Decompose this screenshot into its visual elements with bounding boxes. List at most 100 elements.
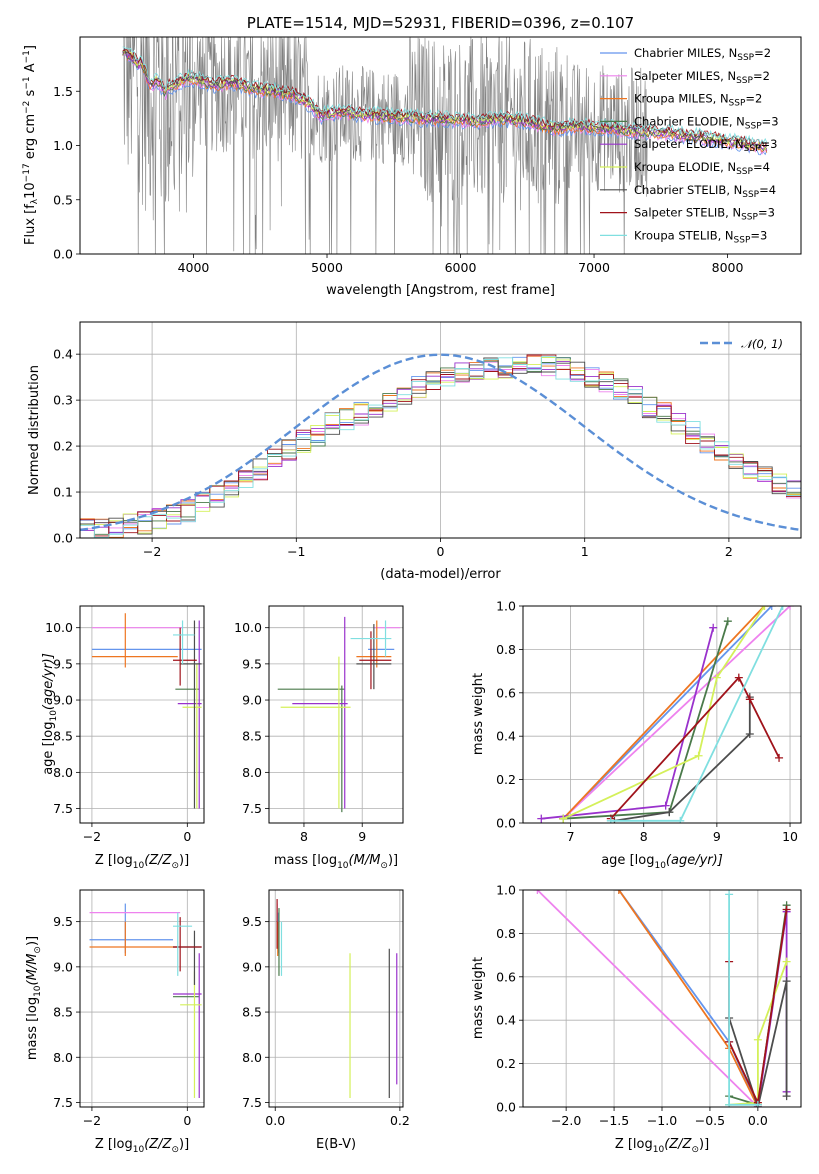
- weight-marker-salpeter_elodie: [537, 814, 546, 823]
- y-tick-label: 0.2: [53, 439, 73, 454]
- data-spectrum: [123, 37, 648, 254]
- x-tick-label: 0.0: [748, 1113, 768, 1128]
- legend-label: Salpeter ELODIE, NSSP=3: [634, 137, 777, 154]
- legend-label: Kroupa ELODIE, NSSP=4: [634, 160, 770, 177]
- x-axis-label: Z [log10(Z/Z⊙)]: [95, 853, 189, 871]
- legend-label: Chabrier MILES, NSSP=2: [634, 46, 771, 63]
- legend-sub: SSP: [741, 213, 758, 223]
- y-tick-label: 9.5: [53, 914, 73, 929]
- weight-marker-chabrier_stelib: [745, 730, 754, 739]
- hist-salpeter_elodie: [80, 360, 801, 538]
- legend-name: Kroupa ELODIE, N: [634, 160, 736, 174]
- y-tick-label: 8.5: [53, 729, 73, 744]
- legend-sub: SSP: [734, 235, 751, 245]
- x-tick-label: 7: [567, 829, 575, 844]
- sup: −1: [22, 76, 32, 89]
- weight-marker-kroupa_stelib: [725, 890, 734, 899]
- label-part: mass [log: [25, 997, 40, 1060]
- label-part: )]: [699, 1137, 709, 1152]
- script: 10: [133, 1145, 145, 1155]
- y-tick-label: 9.0: [242, 693, 262, 708]
- plot-area: [122, 37, 768, 254]
- weight-marker-chabrier_stelib: [782, 1092, 791, 1101]
- model-line-chabrier_stelib: [122, 47, 768, 149]
- y-axis-label: Normed distribution: [27, 365, 42, 495]
- plot-area: [537, 606, 795, 823]
- x-tick-label: 0.0: [265, 1113, 285, 1128]
- legend-label: Chabrier STELIB, NSSP=4: [634, 183, 776, 200]
- model-line-kroupa_stelib: [122, 46, 768, 145]
- label-part: (Z/Z: [144, 853, 172, 868]
- y-tick-label: 8.0: [242, 765, 262, 780]
- script: ⊙: [171, 861, 179, 871]
- x-tick-label: −0.5: [695, 1113, 725, 1128]
- legend-sub: SSP: [737, 53, 754, 63]
- y-tick-label: 8.5: [242, 1005, 262, 1020]
- x-tick-label: 6000: [445, 260, 477, 275]
- weight-marker-chabrier_stelib: [665, 808, 674, 817]
- y-tick-label: 8.0: [53, 1050, 73, 1065]
- plot-area: [80, 353, 801, 538]
- y-tick-label: 9.5: [242, 656, 262, 671]
- legend-tail: =3: [762, 114, 779, 128]
- weight-marker-kroupa_stelib: [725, 1100, 734, 1107]
- legend-tail: =3: [750, 228, 767, 242]
- y-tick-label: 0.5: [53, 192, 73, 207]
- legend-name: Chabrier MILES, N: [634, 46, 737, 60]
- legend-sub: SSP: [736, 167, 753, 177]
- label-part: Z [log: [615, 1137, 653, 1152]
- chart-title: PLATE=1514, MJD=52931, FIBERID=0396, z=0…: [247, 14, 634, 32]
- script: 10: [49, 710, 59, 722]
- x-axis-label: E(B-V): [316, 1137, 356, 1152]
- y-tick-label: 9.5: [242, 914, 262, 929]
- legend-tail: =3: [761, 137, 778, 151]
- legend-name: Salpeter STELIB, N: [634, 206, 741, 220]
- legend-label: Salpeter MILES, NSSP=2: [634, 69, 770, 86]
- script: λ: [30, 198, 40, 204]
- weight-line-kroupa_elodie: [562, 606, 766, 820]
- weight-marker-salpeter_stelib: [775, 753, 784, 762]
- label-part: ]: [23, 45, 38, 50]
- x-tick-label: −1: [287, 544, 305, 559]
- weight-line-chabrier_stelib: [728, 980, 788, 1107]
- y-tick-label: 0.1: [53, 485, 73, 500]
- x-tick-label: 8: [640, 829, 648, 844]
- plot-area: [277, 616, 401, 813]
- y-tick-label: 0.8: [496, 926, 516, 941]
- y-tick-label: 8.0: [53, 765, 73, 780]
- plot-area: [91, 613, 202, 809]
- sup: −17: [22, 163, 32, 182]
- y-axis-label: Flux [fλ10−17 erg cm−2 s−1 A−1]: [22, 45, 40, 245]
- legend-sub: SSP: [736, 76, 753, 86]
- panel-mass_vs_Z: −2 07.58.08.59.09.5Z [log10(Z/Z⊙)]mass [l…: [25, 889, 205, 1155]
- sup: −1: [22, 50, 32, 63]
- legend-name: Salpeter MILES, N: [634, 69, 736, 83]
- legend-label: Salpeter STELIB, NSSP=3: [634, 206, 775, 223]
- panel-residuals: −2 −1 0 1 2 0.0 0.1 0.2 0.3 0.4 𝒩(0, 1) (data-model…: [27, 321, 802, 582]
- y-tick-label: 0.2: [496, 1056, 516, 1071]
- y-tick-label: 7.5: [242, 801, 262, 816]
- axes-frame: [522, 605, 802, 824]
- x-axis-label: (data-model)/error: [380, 567, 501, 582]
- axes-frame: [79, 321, 802, 539]
- y-tick-label: 1.0: [53, 138, 73, 153]
- y-tick-label: 0.0: [53, 247, 73, 262]
- legend-sub: SSP: [744, 144, 761, 154]
- label-part: age [log: [601, 853, 654, 868]
- y-axis-label: mass [log10(M/M⊙)]: [25, 936, 43, 1060]
- panel-spectrum: 4000 5000 6000 7000 8000 0.0 0.5 1.0 1.5 Chabrier…: [22, 14, 802, 298]
- gaussian-curve: [80, 353, 801, 532]
- legend-label: Kroupa STELIB, NSSP=3: [634, 228, 767, 245]
- weight-marker-kroupa_elodie: [753, 1035, 762, 1044]
- y-tick-label: 0.0: [496, 816, 516, 831]
- y-tick-label: 0.2: [496, 772, 516, 787]
- y-tick-label: 0.6: [496, 969, 516, 984]
- y-tick-label: 7.5: [53, 801, 73, 816]
- y-tick-label: 1.0: [496, 599, 516, 614]
- y-tick-label: 0.0: [53, 531, 73, 546]
- weight-marker-salpeter_stelib: [734, 673, 743, 682]
- weight-marker-kroupa_elodie: [694, 751, 703, 760]
- legend-tail: =4: [753, 160, 770, 174]
